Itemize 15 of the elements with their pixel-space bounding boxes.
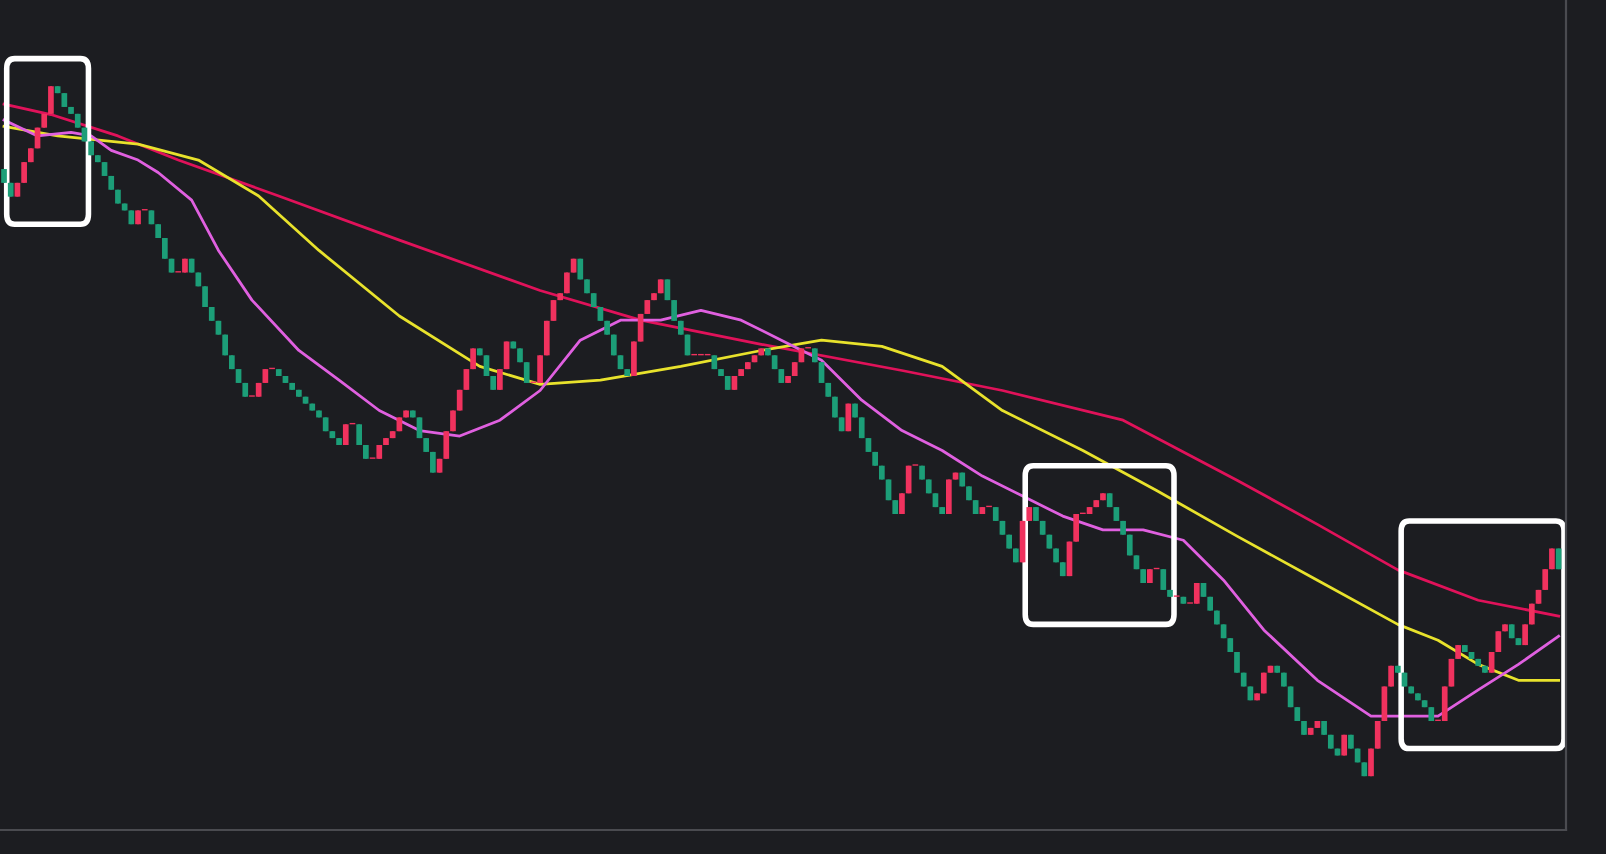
candlestick bbox=[443, 430, 450, 460]
candlestick bbox=[1441, 685, 1448, 723]
candlestick bbox=[637, 312, 644, 343]
candlestick bbox=[1488, 650, 1495, 674]
candlestick bbox=[1542, 568, 1549, 592]
candlestick bbox=[818, 361, 825, 385]
candlestick bbox=[523, 361, 530, 385]
candlestick bbox=[1160, 568, 1167, 592]
candlestick bbox=[1193, 581, 1200, 605]
candlestick bbox=[1073, 512, 1080, 543]
candlestick bbox=[161, 236, 168, 260]
candlestick bbox=[550, 299, 557, 322]
candlestick bbox=[1381, 685, 1388, 723]
candlestick bbox=[1374, 719, 1381, 750]
candlestick bbox=[463, 368, 470, 391]
